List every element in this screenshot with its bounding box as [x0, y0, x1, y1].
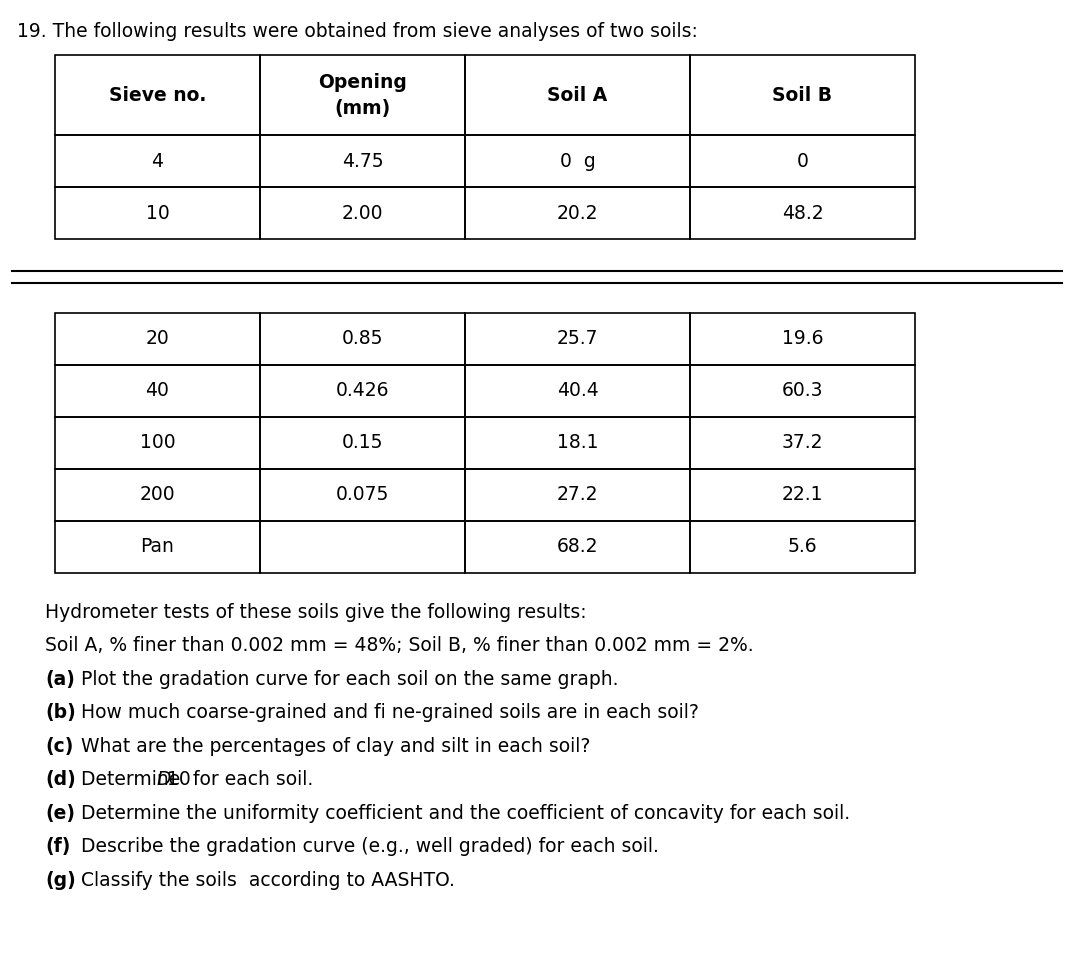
- Text: 0.85: 0.85: [342, 330, 383, 349]
- Text: 4.75: 4.75: [342, 151, 383, 171]
- Text: 2.00: 2.00: [342, 203, 383, 222]
- Bar: [690, 187, 915, 239]
- Bar: [55, 135, 260, 187]
- Text: 0.075: 0.075: [336, 486, 389, 505]
- Text: Soil A, % finer than 0.002 mm = 48%; Soil B, % finer than 0.002 mm = 2%.: Soil A, % finer than 0.002 mm = 48%; Soi…: [45, 636, 754, 655]
- Text: 4: 4: [151, 151, 163, 171]
- Text: 19. The following results were obtained from sieve analyses of two soils:: 19. The following results were obtained …: [17, 22, 698, 41]
- Bar: [465, 417, 690, 469]
- Text: 5.6: 5.6: [787, 537, 817, 557]
- Text: 19.6: 19.6: [782, 330, 824, 349]
- Text: What are the percentages of clay and silt in each soil?: What are the percentages of clay and sil…: [75, 737, 591, 756]
- Bar: [465, 469, 690, 521]
- Bar: [690, 365, 915, 417]
- Text: 48.2: 48.2: [782, 203, 824, 222]
- Text: 20: 20: [146, 330, 170, 349]
- Bar: [690, 313, 915, 365]
- Text: Classify the soils  according to AASHTO.: Classify the soils according to AASHTO.: [75, 871, 455, 890]
- Bar: [55, 417, 260, 469]
- Text: 22.1: 22.1: [782, 486, 824, 505]
- Bar: [690, 55, 915, 135]
- Text: 40.4: 40.4: [556, 381, 598, 400]
- Text: 68.2: 68.2: [556, 537, 598, 557]
- Text: 25.7: 25.7: [556, 330, 598, 349]
- Bar: [690, 521, 915, 573]
- Text: 20.2: 20.2: [556, 203, 598, 222]
- Bar: [690, 469, 915, 521]
- Bar: [465, 55, 690, 135]
- Text: (g): (g): [45, 871, 76, 890]
- Bar: [260, 417, 465, 469]
- Text: (a): (a): [45, 670, 75, 689]
- Bar: [260, 187, 465, 239]
- Bar: [260, 521, 465, 573]
- Text: (d): (d): [45, 770, 76, 789]
- Text: Describe the gradation curve (e.g., well graded) for each soil.: Describe the gradation curve (e.g., well…: [75, 837, 658, 856]
- Text: 10: 10: [166, 770, 191, 789]
- Text: D: D: [157, 770, 172, 789]
- Text: 27.2: 27.2: [556, 486, 598, 505]
- Text: Pan: Pan: [141, 537, 174, 557]
- Bar: [465, 521, 690, 573]
- Bar: [55, 313, 260, 365]
- Bar: [55, 187, 260, 239]
- Bar: [260, 313, 465, 365]
- Text: 37.2: 37.2: [782, 434, 824, 452]
- Text: 0: 0: [797, 151, 809, 171]
- Bar: [55, 521, 260, 573]
- Text: How much coarse-grained and fi ne-grained soils are in each soil?: How much coarse-grained and fi ne-graine…: [75, 703, 699, 722]
- Bar: [260, 55, 465, 135]
- Text: (e): (e): [45, 804, 75, 823]
- Text: Opening: Opening: [318, 73, 407, 92]
- Text: 0.15: 0.15: [342, 434, 383, 452]
- Text: 200: 200: [140, 486, 175, 505]
- Bar: [55, 469, 260, 521]
- Bar: [55, 55, 260, 135]
- Text: 40: 40: [146, 381, 170, 400]
- Text: 60.3: 60.3: [782, 381, 824, 400]
- Bar: [260, 365, 465, 417]
- Text: Determine the uniformity coefficient and the coefficient of concavity for each s: Determine the uniformity coefficient and…: [75, 804, 851, 823]
- Bar: [260, 469, 465, 521]
- Text: 0.426: 0.426: [336, 381, 389, 400]
- Text: (c): (c): [45, 737, 73, 756]
- Bar: [260, 135, 465, 187]
- Bar: [55, 365, 260, 417]
- Text: Determine: Determine: [75, 770, 186, 789]
- Text: Soil B: Soil B: [772, 85, 832, 104]
- Text: 100: 100: [140, 434, 175, 452]
- Bar: [465, 135, 690, 187]
- Bar: [465, 365, 690, 417]
- Text: Sieve no.: Sieve no.: [108, 85, 206, 104]
- Text: 0  g: 0 g: [560, 151, 595, 171]
- Text: 18.1: 18.1: [556, 434, 598, 452]
- Bar: [690, 135, 915, 187]
- Text: 10: 10: [146, 203, 170, 222]
- Text: Soil A: Soil A: [548, 85, 608, 104]
- Bar: [465, 313, 690, 365]
- Text: (b): (b): [45, 703, 76, 722]
- Text: Hydrometer tests of these soils give the following results:: Hydrometer tests of these soils give the…: [45, 603, 586, 622]
- Bar: [465, 187, 690, 239]
- Text: (f): (f): [45, 837, 71, 856]
- Text: (mm): (mm): [334, 99, 391, 118]
- Bar: [690, 417, 915, 469]
- Text: Plot the gradation curve for each soil on the same graph.: Plot the gradation curve for each soil o…: [75, 670, 619, 689]
- Text: for each soil.: for each soil.: [187, 770, 314, 789]
